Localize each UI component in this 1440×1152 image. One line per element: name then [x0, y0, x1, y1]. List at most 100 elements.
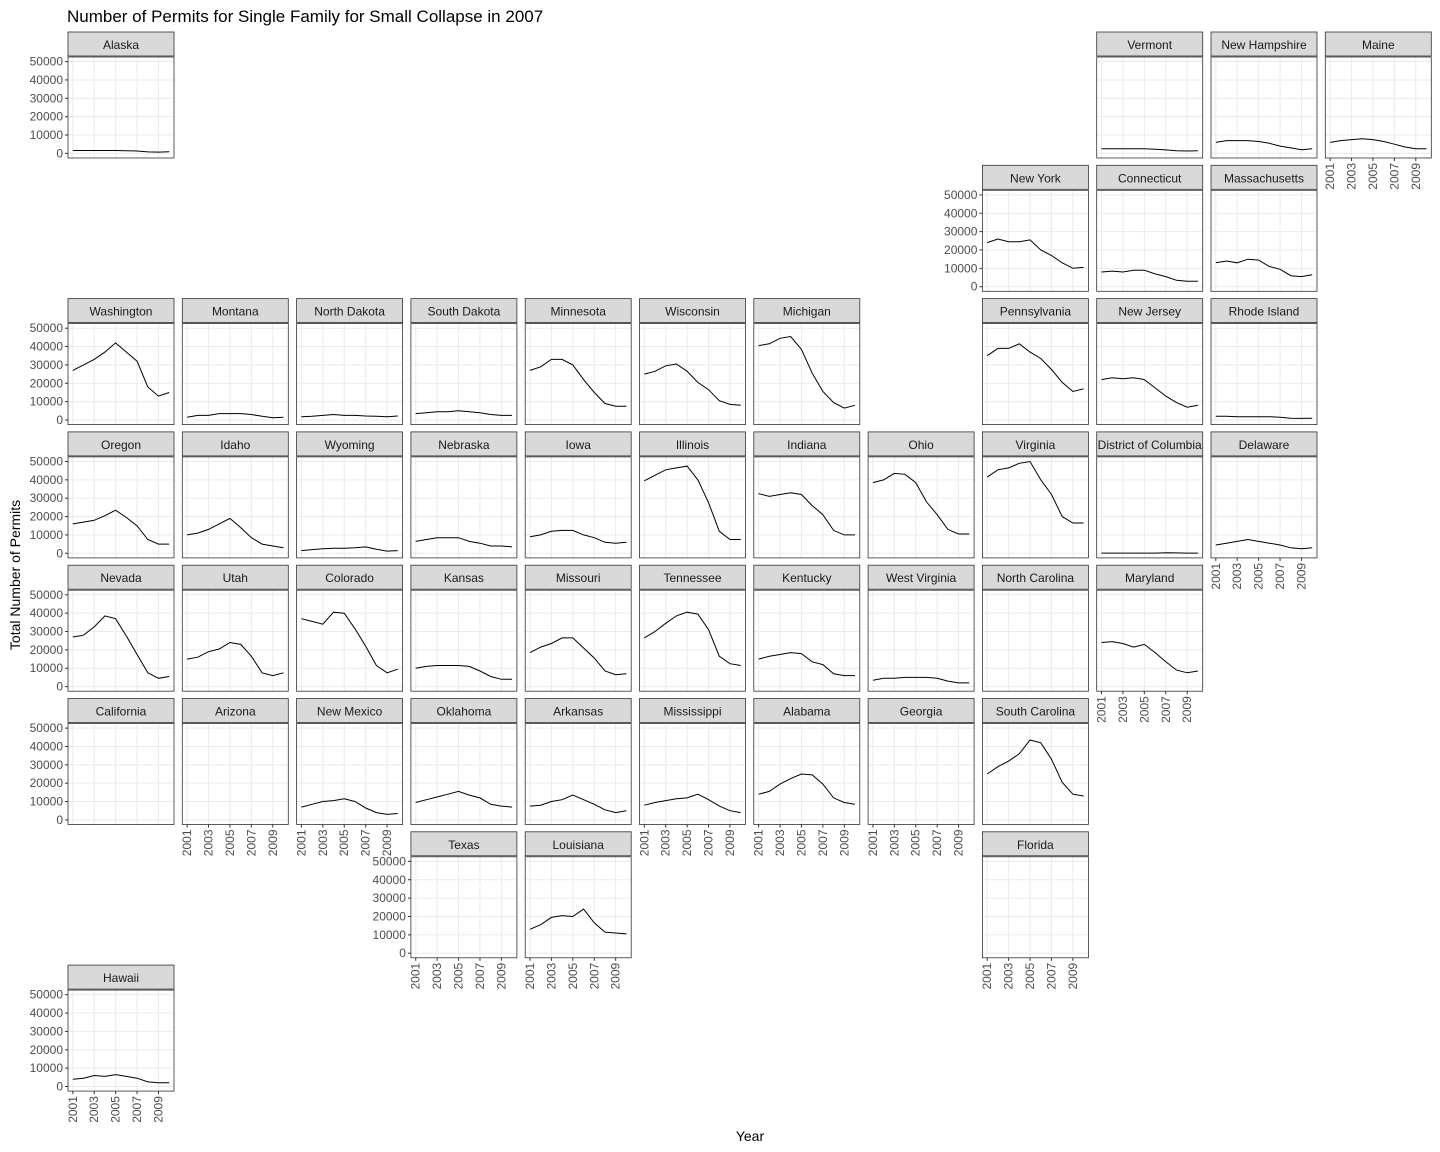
panel [68, 723, 174, 825]
panel [182, 723, 289, 825]
panel [525, 856, 632, 958]
panel [525, 723, 632, 825]
series-line [1101, 269, 1198, 282]
series-line [72, 150, 170, 153]
facet: Wisconsin [639, 298, 746, 426]
series-line [872, 676, 970, 684]
x-tick-label: 2005 [1366, 163, 1380, 190]
strip-label: Nevada [100, 571, 142, 585]
panel-border [524, 589, 632, 692]
panel-border [181, 723, 289, 825]
x-tick-label: 2007 [1044, 962, 1058, 989]
panel [639, 723, 746, 825]
strip-label: Delaware [1239, 438, 1290, 452]
series-line [415, 537, 513, 548]
strip-label: New Mexico [317, 705, 383, 719]
x-tick-label: 2009 [1294, 563, 1308, 590]
facet: Alabama 2001 2003 2005 2007 2009 [752, 698, 861, 856]
y-tick-label: 40000 [373, 873, 407, 887]
facet: West Virginia [867, 564, 975, 692]
strip-label: Georgia [900, 705, 943, 719]
x-tick-label: 2001 [523, 962, 537, 989]
panel [982, 590, 1089, 692]
y-tick-label: 40000 [30, 340, 64, 354]
y-tick-label: 20000 [373, 909, 407, 923]
x-tick-label: 2005 [1023, 962, 1037, 989]
x-tick-label: 2005 [909, 829, 923, 856]
facet: New York 0 10000 20000 30000 40000 50000 [944, 164, 1089, 294]
strip [1210, 164, 1318, 190]
strip-label: Montana [212, 305, 259, 319]
strip [67, 31, 175, 57]
panel [868, 590, 975, 692]
strip [410, 698, 518, 723]
strip [867, 564, 975, 590]
x-tick-label: 2007 [473, 962, 487, 989]
facet: California 0 10000 20000 30000 40000 50000 [30, 698, 175, 827]
panel [1096, 590, 1203, 692]
facet: North Dakota [296, 298, 404, 426]
panel-border [1210, 456, 1318, 559]
strip [982, 164, 1089, 190]
series-line [758, 652, 855, 677]
strip-label: Wyoming [325, 438, 375, 452]
facet: North Carolina [982, 564, 1089, 692]
panel-border [982, 456, 1089, 559]
x-tick-label: 2009 [837, 829, 851, 856]
panel-border [524, 456, 632, 559]
y-axis-title: Total Number of Permits [7, 500, 23, 650]
strip-label: Kansas [444, 571, 484, 585]
panel [1211, 323, 1317, 425]
panel [68, 990, 174, 1092]
x-tick-label: 2007 [702, 829, 716, 856]
panel [753, 456, 860, 558]
panel-border [867, 456, 975, 559]
facet: Pennsylvania [982, 298, 1089, 426]
strip [410, 831, 518, 857]
facet: Wyoming [296, 431, 404, 559]
strip [410, 431, 518, 457]
facet: New Hampshire [1210, 31, 1318, 159]
x-tick-label: 2009 [494, 962, 508, 989]
x-tick-label: 2009 [609, 962, 623, 989]
series-line [72, 1074, 170, 1084]
facet: Nebraska [410, 431, 518, 559]
x-tick-label: 2003 [544, 962, 558, 989]
facet: Arizona 2001 2003 2005 2007 2009 [180, 698, 289, 856]
x-tick-label: 2005 [223, 829, 237, 856]
panel-border [410, 456, 518, 559]
strip [1096, 431, 1204, 457]
strip-label: Ohio [908, 438, 934, 452]
series-line [72, 342, 170, 397]
x-tick-label: 2009 [151, 1096, 165, 1123]
panel [525, 323, 632, 425]
x-tick-label: 2009 [380, 829, 394, 856]
panel [982, 856, 1089, 958]
x-tick-label: 2009 [1180, 696, 1194, 723]
x-tick-label: 2005 [794, 829, 808, 856]
panel-border [410, 856, 518, 959]
series-line [529, 358, 627, 407]
x-tick-label: 2001 [637, 829, 651, 856]
y-tick-label: 10000 [30, 395, 64, 409]
x-axis-title: Year [736, 1128, 765, 1144]
y-tick-label: 20000 [30, 110, 64, 124]
panel [1096, 323, 1203, 425]
panel [296, 590, 403, 692]
x-tick-label: 2007 [130, 1096, 144, 1123]
y-tick-label: 10000 [30, 1061, 64, 1075]
x-tick-label: 2009 [952, 829, 966, 856]
strip-label: Illinois [676, 438, 709, 452]
panel [410, 856, 517, 958]
panel-border [524, 723, 632, 825]
series-line [1215, 538, 1313, 550]
strip-label: Florida [1017, 838, 1054, 852]
x-tick-label: 2001 [1095, 696, 1109, 723]
panel [296, 323, 403, 425]
strip [296, 698, 404, 723]
facet: Vermont [1096, 31, 1204, 159]
panel-border [67, 56, 175, 159]
series-line [644, 793, 741, 814]
panel-border [1096, 589, 1204, 692]
